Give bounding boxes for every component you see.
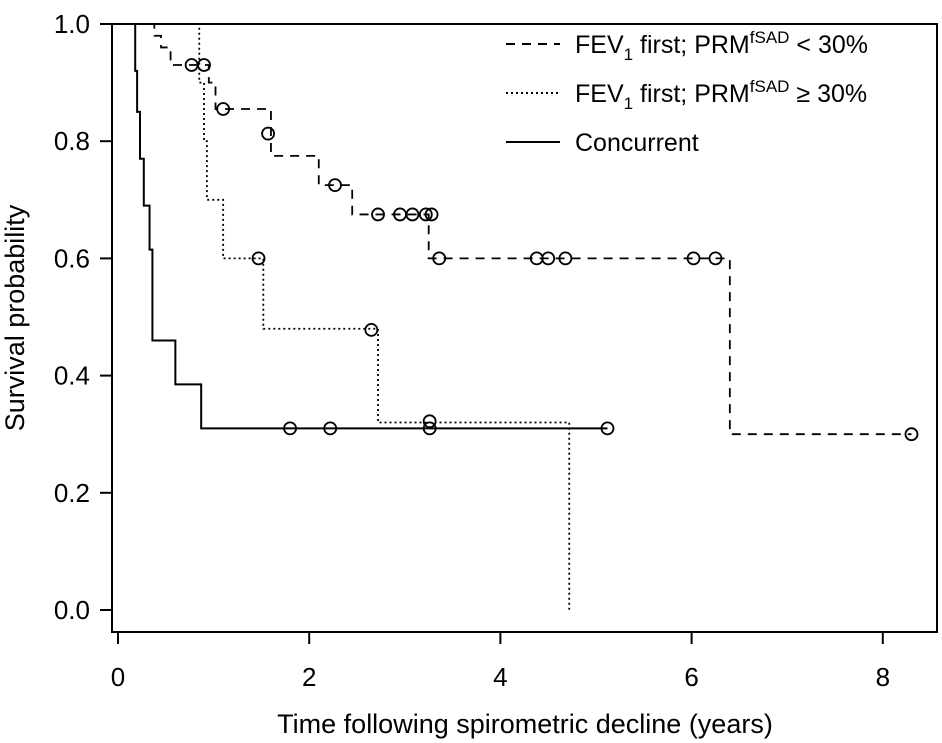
censor-marker — [422, 414, 437, 429]
censor-marker — [364, 322, 379, 337]
censor-marker — [405, 207, 420, 222]
series-solid — [118, 23, 615, 436]
y-tick-label: 0.0 — [54, 595, 90, 625]
legend-label-part: < 30% — [789, 31, 868, 59]
censor-marker — [251, 251, 266, 266]
legend-label-part: 1 — [624, 94, 633, 113]
x-tick-label: 4 — [493, 662, 507, 692]
y-tick-label: 0.4 — [54, 361, 90, 391]
y-tick-label: 1.0 — [54, 9, 90, 39]
legend: FEV1 first; PRMfSAD < 30%FEV1 first; PRM… — [506, 28, 868, 157]
series-dotted — [118, 23, 571, 610]
censor-marker — [541, 251, 556, 266]
censor-marker — [216, 102, 231, 116]
censor-marker — [424, 207, 439, 222]
y-tick-label: 0.6 — [54, 243, 90, 273]
series-dashed — [118, 23, 919, 442]
censor-marker — [432, 251, 447, 266]
x-axis-title: Time following spirometric decline (year… — [277, 709, 773, 739]
censor-marker — [418, 207, 433, 222]
censor-marker — [558, 251, 573, 266]
legend-label-part: ≥ 30% — [789, 80, 867, 108]
y-axis: 0.0 0.2 0.4 0.6 0.8 1.0 — [54, 9, 112, 625]
censor-marker — [904, 427, 919, 442]
x-tick-label: 8 — [876, 662, 890, 692]
x-tick-label: 0 — [111, 662, 125, 692]
y-tick-label: 0.8 — [54, 126, 90, 156]
legend-label-part: first; PRM — [633, 31, 750, 59]
censor-marker — [283, 421, 297, 436]
survival-step-line — [118, 23, 912, 436]
censor-marker — [708, 251, 723, 266]
censor-marker — [600, 421, 615, 436]
legend-label-part: first; PRM — [633, 80, 750, 108]
censor-marker — [422, 421, 437, 436]
y-axis-title: Survival probability — [0, 204, 30, 431]
censor-marker — [323, 421, 338, 436]
legend-label: Concurrent — [575, 129, 699, 157]
legend-label-part: FEV — [575, 31, 624, 59]
plot-frame — [111, 23, 938, 633]
censor-marker — [261, 126, 275, 141]
censor-marker — [328, 178, 342, 193]
x-tick-label: 6 — [684, 662, 698, 692]
legend-label-part: 1 — [624, 45, 633, 64]
legend-label-part: Concurrent — [575, 129, 699, 157]
censor-marker — [197, 58, 211, 72]
censor-marker — [686, 251, 701, 266]
series-layer — [118, 23, 919, 610]
censor-marker — [371, 207, 385, 222]
y-tick-label: 0.2 — [54, 478, 90, 508]
x-tick-label: 2 — [302, 662, 316, 692]
survival-step-line — [118, 23, 571, 610]
x-axis: 0 2 4 6 8 — [111, 632, 890, 692]
legend-label-part: FEV — [575, 80, 624, 108]
legend-label: FEV1 first; PRMfSAD ≥ 30% — [575, 77, 867, 113]
legend-label: FEV1 first; PRMfSAD < 30% — [575, 28, 868, 64]
survival-step-line — [118, 23, 608, 430]
legend-label-part: fSAD — [750, 28, 790, 47]
legend-label-part: fSAD — [750, 77, 790, 96]
